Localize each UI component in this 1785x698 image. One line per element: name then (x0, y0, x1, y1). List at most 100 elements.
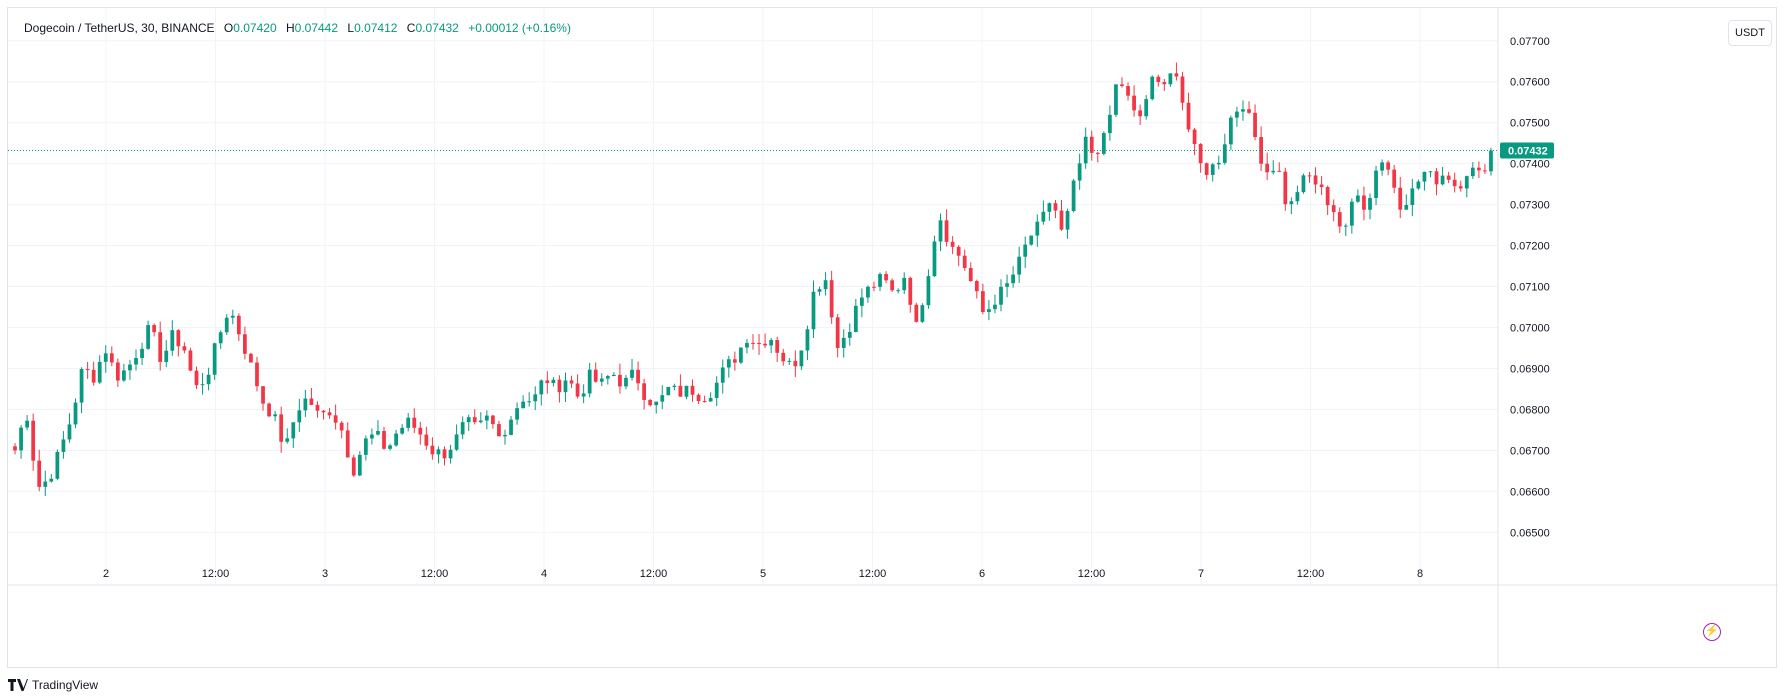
candle-body (890, 280, 895, 291)
candle-body (968, 267, 973, 282)
candle-body (200, 384, 205, 386)
candle-body (860, 297, 864, 306)
candle-body (1228, 117, 1233, 145)
candle-body (575, 383, 580, 397)
candle-body (1247, 109, 1251, 113)
candle-body (224, 317, 229, 333)
candle-body (618, 374, 622, 387)
candle-body (115, 362, 120, 381)
low-label: L (347, 21, 355, 35)
candlestick-chart[interactable]: 0.07432 0.065000.066000.067000.068000.06… (8, 8, 1778, 669)
price-tick-label: 0.06600 (1510, 486, 1550, 498)
candle-body (769, 340, 774, 346)
candle-body (182, 346, 187, 351)
candle-body (1108, 114, 1112, 134)
price-tick-label: 0.07100 (1510, 282, 1550, 294)
candle-body (642, 383, 646, 400)
candle-body (817, 289, 822, 292)
candle-body (327, 412, 332, 416)
candle-body (49, 478, 54, 482)
price-tick-label: 0.07500 (1510, 118, 1550, 130)
candle-body (660, 395, 665, 402)
candle-body (1065, 211, 1070, 230)
candle-body (1398, 187, 1403, 210)
candle-body (999, 286, 1003, 305)
chart-frame[interactable]: 0.07432 0.06500 0.06600 0.06700 0.06800 0.06… (7, 7, 1778, 669)
lightning-icon[interactable]: ⚡ (1703, 623, 1721, 641)
time-tick-label: 2 (103, 568, 109, 580)
candle-body (212, 343, 217, 375)
candle-body (1083, 136, 1088, 164)
candle-body (412, 417, 417, 428)
candle-body (491, 415, 495, 425)
candle-body (841, 337, 846, 348)
candle-body (297, 410, 302, 423)
candle-body (206, 374, 211, 385)
candle-body (43, 481, 48, 487)
candle-body (1404, 204, 1409, 210)
candle-body (1235, 111, 1239, 118)
brand-label[interactable]: TradingView (32, 678, 99, 692)
tradingview-logo-icon[interactable] (8, 679, 28, 691)
candle-body (593, 369, 598, 382)
candle-body (31, 420, 36, 461)
candle-body (1464, 176, 1469, 189)
last-price-badge (1500, 142, 1554, 159)
candle-body (478, 420, 483, 423)
candle-body (1440, 175, 1445, 185)
candle-body (146, 325, 150, 349)
candle-body (363, 438, 368, 455)
candle-body (1101, 133, 1106, 154)
candle-body (1452, 179, 1457, 187)
candle-body (533, 394, 538, 402)
open-label: O (223, 21, 234, 35)
candle-body (896, 290, 901, 292)
candle-body (1392, 169, 1397, 188)
candle-body (696, 394, 701, 402)
candle-body (406, 417, 411, 428)
price-tick-label: 0.06500 (1510, 527, 1550, 539)
currency-button[interactable]: USDT (1728, 20, 1772, 46)
candle-body (170, 330, 175, 351)
candle-body (1289, 201, 1294, 205)
candle-body (1192, 129, 1197, 145)
candle-body (472, 417, 477, 423)
candle-body (726, 359, 731, 368)
candle-body (466, 417, 471, 423)
candle-body (315, 404, 320, 411)
candle-body (551, 379, 556, 384)
candle-body (823, 280, 828, 290)
candle-body (605, 376, 610, 379)
candle-body (1077, 163, 1082, 181)
last-price-line-layer: 0.07432 (8, 142, 1554, 159)
candle-body (424, 434, 429, 446)
candle-body (1071, 180, 1076, 212)
candle-body (152, 325, 157, 333)
candle-body (1156, 76, 1161, 83)
candle-body (261, 386, 265, 404)
candle-body (690, 385, 695, 395)
candle-body (67, 424, 72, 440)
close-label: C (406, 21, 416, 35)
candle-body (19, 427, 23, 451)
candle-body (793, 360, 798, 367)
candle-body (1120, 84, 1124, 87)
time-tick-label: 7 (1198, 568, 1204, 580)
candle-body (194, 370, 199, 386)
high-value: 0.07442 (294, 21, 339, 35)
candle-body (273, 414, 278, 417)
candle-body (1343, 225, 1348, 227)
candle-body (1331, 205, 1336, 213)
candle-body (515, 408, 519, 420)
candle-body (303, 398, 308, 411)
candle-body (1307, 175, 1312, 177)
time-tick-label: 5 (760, 568, 766, 580)
candle-body (164, 350, 169, 362)
footer: TradingView (8, 678, 98, 692)
price-tick-label: 0.07400 (1510, 159, 1550, 171)
candle-body (805, 329, 810, 351)
candle-body (1446, 175, 1451, 180)
candle-body (1271, 170, 1276, 173)
candle-body (678, 385, 683, 397)
candle-body (1277, 170, 1282, 172)
